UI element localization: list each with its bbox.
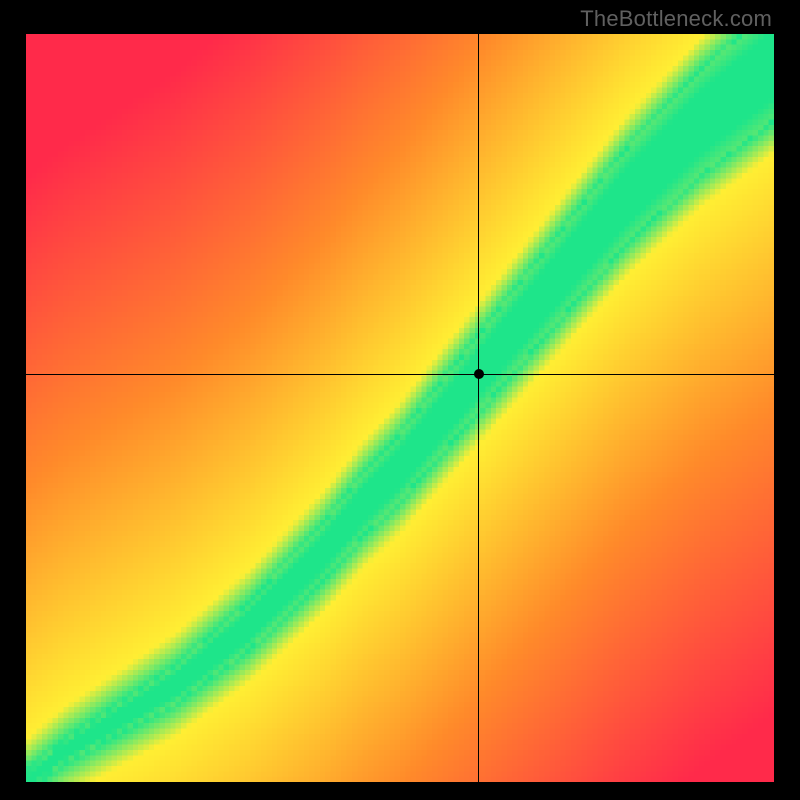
crosshair-marker bbox=[474, 369, 484, 379]
crosshair-vertical bbox=[478, 34, 479, 782]
heatmap-canvas bbox=[26, 34, 774, 782]
watermark-text: TheBottleneck.com bbox=[580, 6, 772, 32]
plot-area bbox=[26, 34, 774, 782]
chart-container: TheBottleneck.com bbox=[0, 0, 800, 800]
crosshair-horizontal bbox=[26, 374, 774, 375]
